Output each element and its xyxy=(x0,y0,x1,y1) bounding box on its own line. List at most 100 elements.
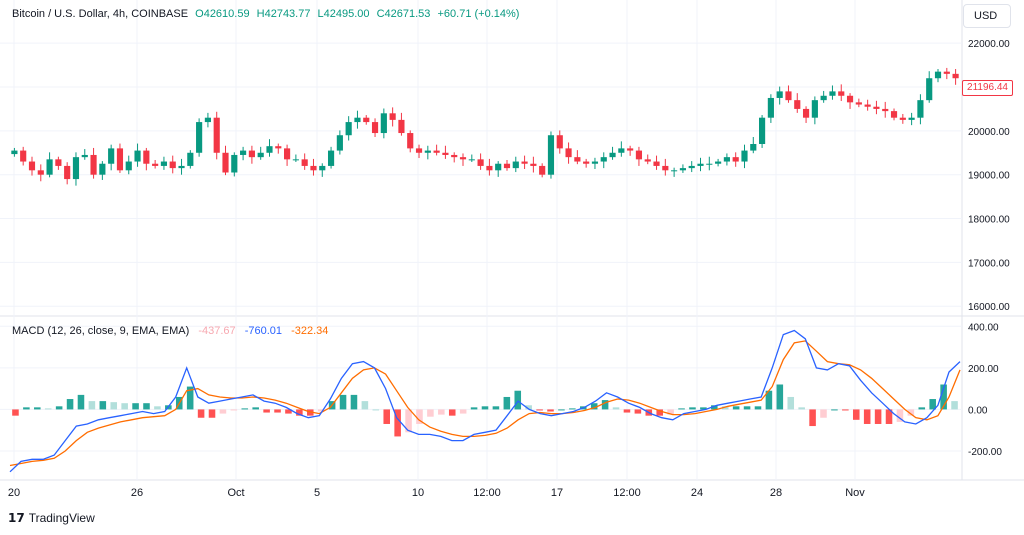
macd-histogram-bar xyxy=(842,409,849,411)
candle-body xyxy=(345,122,352,136)
candle-body xyxy=(407,133,414,149)
candle-body xyxy=(785,91,792,101)
candle-body xyxy=(11,150,18,155)
candle-body xyxy=(574,157,581,162)
candle-body xyxy=(231,154,238,173)
tradingview-brand[interactable]: 17 TradingView xyxy=(8,511,95,525)
currency-button[interactable]: USD xyxy=(963,4,1011,28)
time-tick-label: 20 xyxy=(8,487,20,499)
candle-body xyxy=(583,161,590,164)
candle-body xyxy=(820,95,827,101)
candle-body xyxy=(662,165,669,171)
macd-histogram-bar xyxy=(732,406,740,410)
open-value: O42610.59 xyxy=(195,8,250,20)
candle-body xyxy=(477,159,484,166)
macd-histogram-value: -437.67 xyxy=(198,325,236,337)
candle-body xyxy=(855,102,862,105)
candle-body xyxy=(794,100,801,109)
macd-histogram-bar xyxy=(55,406,63,410)
candle-body xyxy=(28,161,36,171)
macd-histogram-bar xyxy=(623,409,631,413)
macd-histogram-bar xyxy=(711,405,718,410)
macd-histogram-bar xyxy=(678,408,685,410)
macd-histogram-bar xyxy=(776,384,784,410)
macd-tick-label: 200.00 xyxy=(968,364,999,375)
candle-body xyxy=(72,157,80,180)
candle-body xyxy=(547,135,555,175)
macd-histogram-bar xyxy=(252,407,259,410)
symbol-title[interactable]: Bitcoin / U.S. Dollar, 4h, COINBASE xyxy=(12,8,189,20)
time-axis[interactable]: 20 26 Oct 5 10 12:00 17 12:00 24 28 Nov xyxy=(8,487,865,499)
macd-title[interactable]: MACD (12, 26, close, 9, EMA, EMA) xyxy=(12,325,190,337)
macd-histogram-bar xyxy=(525,405,532,410)
candle-body xyxy=(99,163,106,175)
macd-histogram-bar xyxy=(44,408,52,410)
candle-body xyxy=(196,122,203,153)
candle-body xyxy=(899,117,906,120)
signal-line xyxy=(9,340,961,467)
candle-body xyxy=(539,165,546,175)
candle-body xyxy=(767,97,774,118)
candle-body xyxy=(204,117,211,123)
macd-histogram xyxy=(12,384,958,437)
candle-body xyxy=(556,135,563,149)
candle-body xyxy=(380,113,387,134)
price-tick-label: 18000.00 xyxy=(968,215,1010,226)
candle-body xyxy=(688,165,695,169)
candle-body xyxy=(934,71,942,79)
macd-histogram-bar xyxy=(241,408,249,410)
macd-histogram-bar xyxy=(285,409,292,414)
candle-body xyxy=(310,165,317,171)
candles xyxy=(11,67,959,186)
candle-body xyxy=(275,146,282,149)
macd-histogram-bar xyxy=(787,396,795,410)
candle-body xyxy=(759,117,766,144)
macd-histogram-bar xyxy=(765,390,773,410)
candle-body xyxy=(187,152,194,166)
candle-body xyxy=(266,146,273,153)
candle-body xyxy=(811,100,818,118)
candle-body xyxy=(55,159,62,166)
macd-histogram-bar xyxy=(798,407,805,410)
macd-histogram-bar xyxy=(470,407,478,410)
candle-body xyxy=(521,161,528,164)
macd-histogram-bar xyxy=(634,409,642,414)
macd-histogram-bar xyxy=(427,409,434,417)
macd-axis[interactable]: 400.00 200.00 0.00 -200.00 xyxy=(968,322,1002,458)
symbol-header: Bitcoin / U.S. Dollar, 4h, COINBASE O426… xyxy=(12,8,523,20)
low-value: L42495.00 xyxy=(317,8,370,20)
candle-body xyxy=(327,150,335,166)
time-tick-label: 12:00 xyxy=(613,487,641,499)
macd-histogram-bar xyxy=(88,401,96,410)
macd-line-value: -760.01 xyxy=(244,325,283,337)
candle-body xyxy=(143,150,150,164)
time-tick-label: Oct xyxy=(227,487,244,499)
macd-histogram-bar xyxy=(230,409,238,411)
macd-histogram-bar xyxy=(547,409,554,412)
candle-body xyxy=(882,108,889,112)
macd-histogram-bar xyxy=(438,409,445,415)
candle-body xyxy=(952,73,959,79)
macd-histogram-bar xyxy=(372,409,380,411)
macd-histogram-bar xyxy=(77,394,85,410)
candle-body xyxy=(433,150,440,153)
macd-histogram-bar xyxy=(951,401,958,410)
candle-body xyxy=(134,150,141,162)
macd-histogram-bar xyxy=(481,406,489,410)
candle-body xyxy=(635,150,643,160)
price-tick-label: 19000.00 xyxy=(968,171,1010,182)
candle-body xyxy=(64,165,71,180)
macd-tick-label: 400.00 xyxy=(968,322,999,333)
macd-histogram-bar xyxy=(754,406,762,410)
candle-body xyxy=(530,163,537,166)
candle-body xyxy=(415,148,423,153)
close-value: C42671.53 xyxy=(376,8,431,20)
candle-body xyxy=(284,148,291,160)
candle-body xyxy=(169,161,176,169)
candle-body xyxy=(609,152,616,158)
candle-body xyxy=(732,157,739,162)
candle-body xyxy=(46,159,53,175)
macd-histogram-bar xyxy=(918,407,926,410)
candle-body xyxy=(503,163,511,169)
